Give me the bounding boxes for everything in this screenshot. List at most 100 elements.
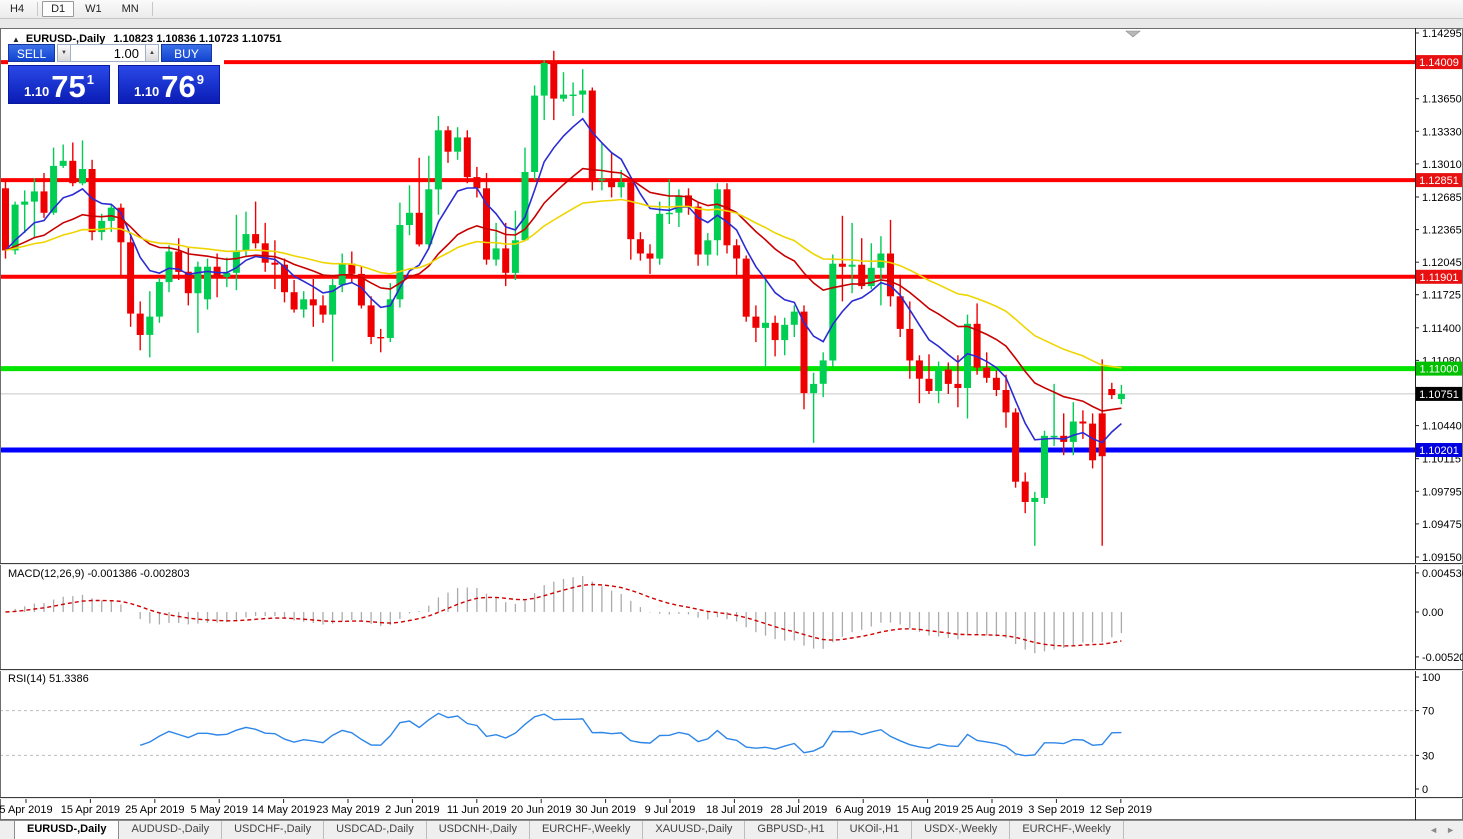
candle-body bbox=[30, 191, 38, 202]
candle-body bbox=[1021, 481, 1029, 502]
svg-text:30: 30 bbox=[1422, 750, 1434, 762]
candle-body bbox=[704, 240, 712, 255]
chart-tab-eurusd-daily[interactable]: EURUSD-,Daily bbox=[14, 821, 120, 839]
chart-title-symbol: EURUSD-,Daily bbox=[25, 33, 106, 45]
chart-tab-usdx-weekly[interactable]: USDX-,Weekly bbox=[912, 821, 1011, 839]
candle-body bbox=[521, 172, 529, 241]
candle-body bbox=[348, 263, 356, 274]
candle-body bbox=[983, 367, 991, 378]
chart-tab-ukoil-h1[interactable]: UKOil-,H1 bbox=[838, 821, 913, 839]
svg-text:1.14295: 1.14295 bbox=[1422, 28, 1462, 40]
candle-body bbox=[598, 179, 606, 181]
chart-tab-audusd-daily[interactable]: AUDUSD-,Daily bbox=[119, 821, 223, 839]
candle-body bbox=[771, 322, 779, 341]
moving-averages bbox=[4, 117, 1122, 444]
candle-body bbox=[329, 285, 337, 315]
candle-body bbox=[627, 182, 635, 240]
candle-body bbox=[415, 212, 423, 245]
buy-button[interactable]: BUY bbox=[161, 44, 212, 62]
candle-body bbox=[944, 369, 952, 384]
candle-body bbox=[887, 253, 894, 297]
svg-text:9 Jul 2019: 9 Jul 2019 bbox=[645, 804, 696, 816]
candle-body bbox=[98, 220, 106, 233]
sell-button[interactable]: SELL bbox=[8, 44, 55, 62]
timeframe-button-w1[interactable]: W1 bbox=[85, 3, 102, 15]
chart-title: ▲ EURUSD-,Daily 1.10823 1.10836 1.10723 … bbox=[12, 33, 282, 45]
candle-body bbox=[1079, 421, 1087, 424]
candle-body bbox=[954, 383, 962, 388]
svg-text:-0.005205: -0.005205 bbox=[1422, 652, 1463, 664]
candle-body bbox=[685, 195, 692, 207]
toolbar-separator bbox=[37, 2, 39, 16]
volume-increase-button[interactable]: ▲ bbox=[145, 44, 159, 62]
candle-body bbox=[136, 313, 144, 335]
one-click-trading-panel: SELL ▼ ▲ BUY 1.10 75 1 1.10 76 9 bbox=[8, 44, 224, 105]
macd-label: MACD(12,26,9) -0.001386 -0.002803 bbox=[8, 568, 190, 580]
chart-tab-usdchf-daily[interactable]: USDCHF-,Daily bbox=[222, 821, 325, 839]
candle-body bbox=[204, 266, 211, 300]
date-axis[interactable]: 5 Apr 2019 15 Apr 2019 25 Apr 2019 5 May 20… bbox=[0, 799, 1152, 816]
macd-panel bbox=[5, 576, 1123, 654]
candle-body bbox=[367, 305, 375, 337]
price-axis[interactable]: 1.14295 1.13650 1.13330 1.13010 1.12685 1.123… bbox=[1415, 28, 1463, 796]
chart-canvas[interactable]: 1.14295 1.13650 1.13330 1.13010 1.12685 1.123… bbox=[0, 28, 1463, 820]
svg-text:1.11901: 1.11901 bbox=[1420, 272, 1459, 284]
buy-price-button[interactable]: 1.10 76 9 bbox=[118, 65, 220, 104]
candle-body bbox=[434, 130, 442, 190]
candle-body bbox=[656, 213, 664, 259]
svg-text:15 Apr 2019: 15 Apr 2019 bbox=[61, 804, 120, 816]
timeframe-button-mn[interactable]: MN bbox=[121, 3, 139, 15]
ma-fast-line bbox=[4, 117, 1122, 444]
collapse-icon[interactable]: ▲ bbox=[12, 34, 20, 44]
timeframe-button-d1[interactable]: D1 bbox=[42, 1, 75, 17]
candle-body bbox=[425, 189, 433, 245]
candle-body bbox=[502, 248, 510, 273]
candle-body bbox=[973, 323, 981, 368]
chart-shift-marker-icon[interactable] bbox=[1125, 30, 1141, 38]
svg-text:100: 100 bbox=[1422, 672, 1440, 684]
candle-body bbox=[1089, 423, 1097, 461]
chart-background bbox=[0, 28, 1463, 820]
svg-text:6 Aug 2019: 6 Aug 2019 bbox=[835, 804, 891, 816]
svg-text:1.11725: 1.11725 bbox=[1422, 290, 1461, 302]
candle-body bbox=[781, 324, 789, 341]
svg-text:18 Jul 2019: 18 Jul 2019 bbox=[706, 804, 763, 816]
candle-body bbox=[762, 322, 769, 328]
sell-price-prefix: 1.10 bbox=[23, 84, 50, 99]
svg-text:25 Apr 2019: 25 Apr 2019 bbox=[125, 804, 184, 816]
candle-body bbox=[175, 251, 183, 272]
candle-body bbox=[261, 243, 269, 263]
chart-tab-usdcnh-daily[interactable]: USDCNH-,Daily bbox=[427, 821, 530, 839]
chart-tab-xauusd-daily[interactable]: XAUUSD-,Daily bbox=[643, 821, 746, 839]
candle-body bbox=[915, 360, 923, 379]
tab-scroll-right-icon[interactable]: ► bbox=[1446, 825, 1455, 835]
candle-body bbox=[79, 169, 86, 184]
candle-body bbox=[252, 234, 260, 244]
candle-body bbox=[492, 248, 500, 260]
candle-body bbox=[867, 267, 875, 287]
candle-body bbox=[675, 195, 683, 213]
svg-text:11 Jun 2019: 11 Jun 2019 bbox=[447, 804, 507, 816]
candle-body bbox=[223, 272, 231, 277]
chart-tab-usdcad-daily[interactable]: USDCAD-,Daily bbox=[324, 821, 427, 839]
chart-tab-eurchf-weekly[interactable]: EURCHF-,Weekly bbox=[1010, 821, 1124, 839]
candle-body bbox=[127, 242, 135, 314]
candle-body bbox=[146, 316, 154, 335]
volume-decrease-button[interactable]: ▼ bbox=[57, 44, 71, 62]
sell-price-button[interactable]: 1.10 75 1 bbox=[8, 65, 110, 104]
chart-tab-eurchf-weekly[interactable]: EURCHF-,Weekly bbox=[530, 821, 644, 839]
candle-body bbox=[1031, 497, 1039, 502]
chart-tab-gbpusd-h1[interactable]: GBPUSD-,H1 bbox=[745, 821, 838, 839]
volume-input[interactable] bbox=[71, 44, 145, 62]
svg-text:1.13650: 1.13650 bbox=[1422, 94, 1462, 106]
candle-body bbox=[511, 240, 519, 273]
candle-body bbox=[1108, 389, 1116, 396]
candle-body bbox=[588, 90, 596, 181]
timeframe-button-h4[interactable]: H4 bbox=[10, 3, 25, 15]
candle-body bbox=[1117, 393, 1125, 400]
tab-scroll-left-icon[interactable]: ◄ bbox=[1429, 825, 1439, 835]
candle-body bbox=[579, 90, 587, 95]
candle-body bbox=[964, 323, 971, 388]
candle-body bbox=[184, 271, 192, 294]
candle-body bbox=[69, 160, 77, 184]
